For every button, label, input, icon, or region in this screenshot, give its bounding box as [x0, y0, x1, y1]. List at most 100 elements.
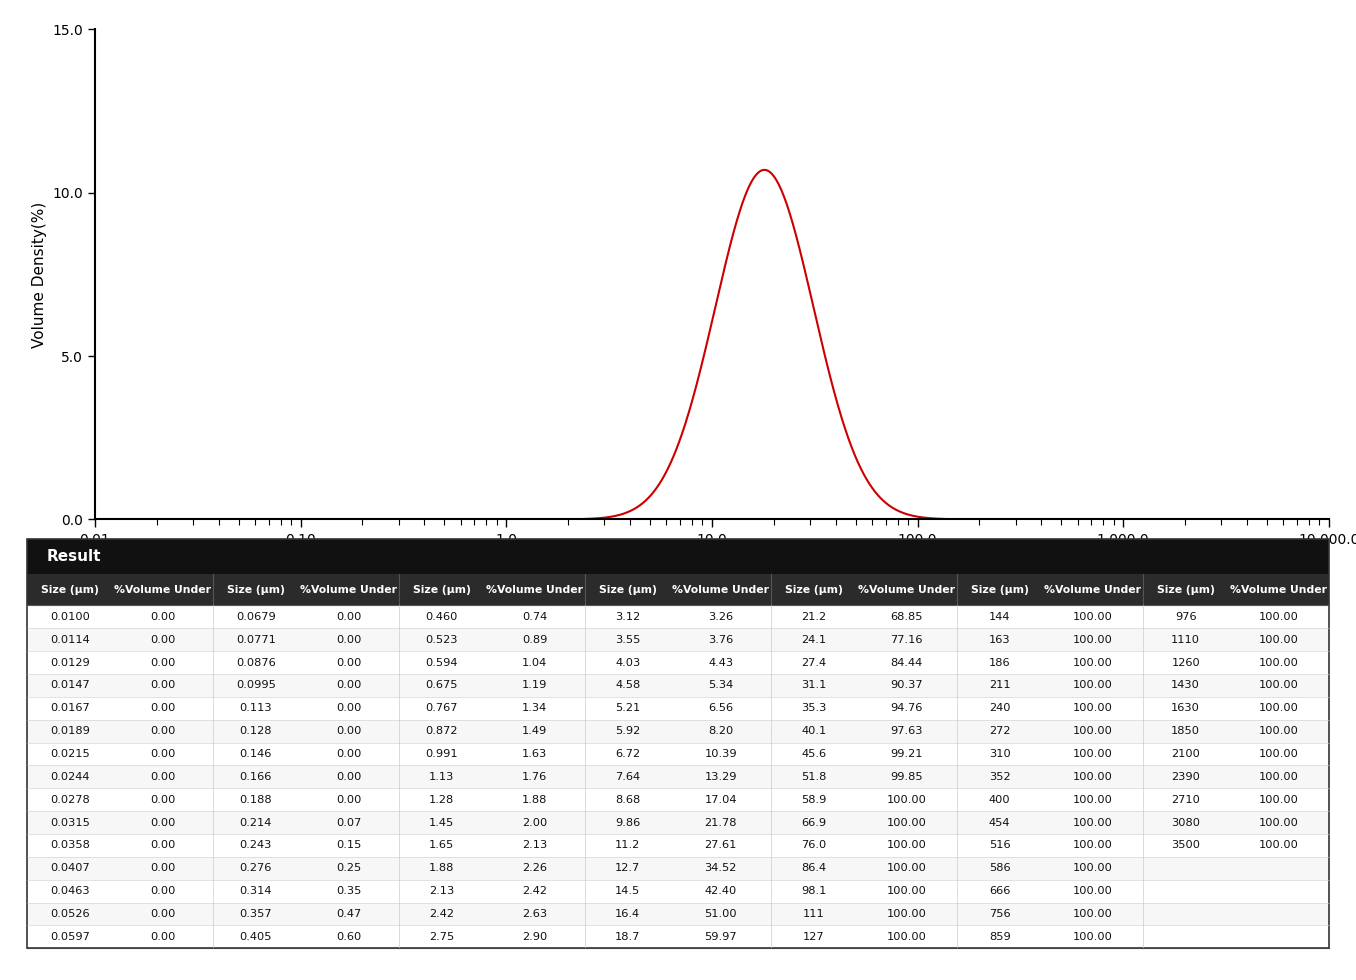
Bar [27, 925, 1329, 949]
Text: 0.35: 0.35 [336, 886, 362, 896]
Text: 1630: 1630 [1172, 704, 1200, 713]
Text: 77.16: 77.16 [891, 635, 923, 645]
Text: 0.767: 0.767 [426, 704, 458, 713]
Text: 1.13: 1.13 [428, 772, 454, 782]
Text: 666: 666 [989, 886, 1010, 896]
Text: 18.7: 18.7 [616, 932, 640, 942]
Text: 27.4: 27.4 [801, 658, 826, 667]
Text: 211: 211 [989, 680, 1010, 690]
Text: 11.2: 11.2 [616, 841, 640, 851]
Bar [27, 788, 1329, 811]
Text: 1.88: 1.88 [522, 795, 548, 805]
Text: 0.00: 0.00 [151, 841, 175, 851]
Text: 34.52: 34.52 [705, 863, 736, 873]
Text: 0.00: 0.00 [151, 658, 175, 667]
Text: 0.00: 0.00 [336, 726, 362, 736]
Text: 2.13: 2.13 [430, 886, 454, 896]
Text: %Volume Under: %Volume Under [487, 585, 583, 595]
Text: 0.00: 0.00 [336, 612, 362, 622]
Text: 0.00: 0.00 [336, 658, 362, 667]
Text: 0.60: 0.60 [336, 932, 362, 942]
Text: 100.00: 100.00 [1258, 635, 1299, 645]
Text: 0.188: 0.188 [240, 795, 273, 805]
Text: 58.9: 58.9 [801, 795, 826, 805]
Text: 0.460: 0.460 [426, 612, 458, 622]
Text: 6.72: 6.72 [616, 749, 640, 759]
Text: 7.64: 7.64 [616, 772, 640, 782]
Text: 0.991: 0.991 [426, 749, 458, 759]
Text: 0.74: 0.74 [522, 612, 548, 622]
Text: 6.56: 6.56 [708, 704, 734, 713]
Text: 0.0315: 0.0315 [50, 817, 89, 827]
Text: 51.8: 51.8 [801, 772, 826, 782]
Text: 2.75: 2.75 [430, 932, 454, 942]
Text: 0.128: 0.128 [240, 726, 273, 736]
Text: 100.00: 100.00 [1258, 772, 1299, 782]
Text: 31.1: 31.1 [801, 680, 826, 690]
Text: 0.0129: 0.0129 [50, 658, 89, 667]
Text: 0.0407: 0.0407 [50, 863, 89, 873]
Bar [27, 606, 1329, 628]
Text: 0.00: 0.00 [336, 635, 362, 645]
Text: 0.0358: 0.0358 [50, 841, 89, 851]
Text: 27.61: 27.61 [705, 841, 736, 851]
Text: 0.00: 0.00 [336, 704, 362, 713]
Text: 100.00: 100.00 [1073, 635, 1113, 645]
Text: 0.0597: 0.0597 [50, 932, 89, 942]
Text: 0.214: 0.214 [240, 817, 273, 827]
Text: 59.97: 59.97 [705, 932, 738, 942]
Text: 0.0995: 0.0995 [236, 680, 275, 690]
Text: 0.89: 0.89 [522, 635, 548, 645]
Bar [27, 574, 1329, 606]
Text: 0.0278: 0.0278 [50, 795, 89, 805]
Text: 1.76: 1.76 [522, 772, 548, 782]
Bar [27, 674, 1329, 697]
Text: 0.00: 0.00 [336, 772, 362, 782]
Text: 0.0771: 0.0771 [236, 635, 275, 645]
Text: 100.00: 100.00 [1073, 726, 1113, 736]
Text: 100.00: 100.00 [1258, 680, 1299, 690]
Text: 1260: 1260 [1172, 658, 1200, 667]
Text: %Volume Under: %Volume Under [1044, 585, 1142, 595]
Text: 0.0215: 0.0215 [50, 749, 89, 759]
Bar [27, 857, 1329, 880]
Text: 0.00: 0.00 [336, 749, 362, 759]
Bar [27, 903, 1329, 925]
Text: 3.26: 3.26 [708, 612, 734, 622]
Text: 100.00: 100.00 [1258, 841, 1299, 851]
Text: 0.00: 0.00 [151, 680, 175, 690]
Text: 144: 144 [989, 612, 1010, 622]
Bar [27, 651, 1329, 674]
Text: 84.44: 84.44 [891, 658, 923, 667]
Text: 0.00: 0.00 [151, 704, 175, 713]
Text: 21.2: 21.2 [801, 612, 826, 622]
Text: 40.1: 40.1 [801, 726, 826, 736]
Text: 99.85: 99.85 [891, 772, 923, 782]
Text: 0.872: 0.872 [426, 726, 458, 736]
Text: 272: 272 [989, 726, 1010, 736]
Text: 35.3: 35.3 [801, 704, 826, 713]
Text: 1.28: 1.28 [430, 795, 454, 805]
Text: 100.00: 100.00 [1073, 612, 1113, 622]
Text: 0.146: 0.146 [240, 749, 273, 759]
Text: 100.00: 100.00 [887, 795, 926, 805]
Text: 8.20: 8.20 [708, 726, 734, 736]
Text: 0.47: 0.47 [336, 908, 362, 919]
Text: 1430: 1430 [1172, 680, 1200, 690]
Text: 5.92: 5.92 [616, 726, 640, 736]
Text: 100.00: 100.00 [1258, 704, 1299, 713]
Text: 100.00: 100.00 [1073, 886, 1113, 896]
Bar [27, 719, 1329, 743]
Text: 2.26: 2.26 [522, 863, 548, 873]
Bar [27, 880, 1329, 903]
Text: 0.0147: 0.0147 [50, 680, 89, 690]
Text: 9.86: 9.86 [616, 817, 640, 827]
Text: 0.00: 0.00 [151, 932, 175, 942]
Text: 0.0463: 0.0463 [50, 886, 89, 896]
Text: 1.49: 1.49 [522, 726, 548, 736]
Text: Size (μm): Size (μm) [599, 585, 656, 595]
Bar [27, 811, 1329, 834]
Text: 100.00: 100.00 [887, 932, 926, 942]
Text: 0.0244: 0.0244 [50, 772, 89, 782]
Text: 0.00: 0.00 [151, 908, 175, 919]
